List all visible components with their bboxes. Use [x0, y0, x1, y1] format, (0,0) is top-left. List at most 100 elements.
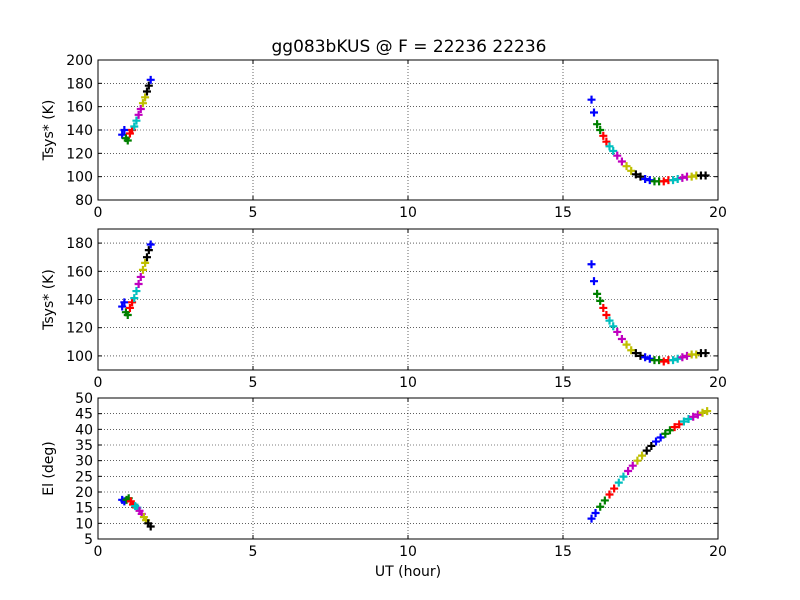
data-point: [642, 446, 651, 455]
data-point: [659, 357, 668, 366]
data-point: [120, 126, 129, 134]
data-point: [134, 279, 143, 288]
data-point: [636, 172, 645, 181]
data-point: [138, 265, 147, 274]
data-point: [605, 142, 614, 151]
x-tick-label: 10: [399, 205, 417, 221]
data-point: [146, 240, 155, 249]
data-point: [675, 420, 684, 429]
data-point: [670, 423, 679, 432]
data-point: [130, 122, 139, 131]
data-point: [120, 298, 129, 307]
y-tick-label: 35: [75, 438, 93, 454]
data-segment-2: [587, 260, 710, 366]
data-point: [622, 340, 631, 349]
data-point: [678, 173, 687, 182]
data-point: [596, 296, 605, 305]
data-point: [687, 172, 696, 181]
data-point: [123, 136, 132, 145]
data-point: [701, 349, 710, 358]
data-point: [669, 356, 678, 365]
data-point: [142, 253, 151, 262]
data-point: [587, 260, 596, 269]
data-point: [128, 298, 137, 307]
x-tick-label: 15: [554, 544, 572, 560]
data-point: [599, 131, 608, 140]
data-point: [655, 356, 664, 365]
data-point: [624, 467, 633, 476]
data-point: [619, 472, 628, 481]
data-point: [132, 116, 141, 125]
data-point: [141, 258, 150, 267]
y-tick-label: 120: [66, 146, 93, 162]
data-point: [622, 162, 631, 171]
data-point: [605, 490, 614, 499]
data-point: [679, 417, 688, 426]
y-tick-label: 180: [66, 236, 93, 252]
y-tick-label: 100: [66, 349, 93, 365]
data-point: [602, 311, 611, 320]
data-point: [590, 108, 598, 117]
data-point: [641, 353, 650, 362]
x-tick-label: 5: [249, 375, 258, 391]
data-point: [599, 303, 608, 312]
data-point: [610, 484, 619, 493]
data-point: [609, 322, 618, 331]
x-tick-label: 0: [94, 375, 103, 391]
y-tick-label: 10: [75, 516, 93, 532]
data-point: [587, 95, 596, 104]
data-point: [138, 99, 147, 108]
panel-2: 0 5 10 15 20 100 120 140 160 180 Tsys* (K): [41, 228, 727, 391]
data-point: [141, 93, 150, 102]
x-tick-label: 5: [249, 544, 258, 560]
y-axis-label: Tsys* (K): [41, 100, 57, 162]
data-point: [596, 126, 605, 134]
data-point: [631, 170, 640, 179]
data-point: [628, 461, 637, 470]
y-tick-label: 25: [75, 469, 93, 485]
data-point: [605, 316, 614, 325]
data-point: [600, 496, 609, 505]
data-point: [614, 478, 623, 487]
data-point: [593, 120, 602, 129]
x-tick-label: 10: [399, 544, 417, 560]
data-segment-1: [118, 240, 155, 320]
data-segment-1: [118, 494, 155, 531]
y-axis-label: Tsys* (K): [41, 269, 57, 331]
data-segment-1: [118, 75, 155, 145]
data-point: [631, 349, 640, 358]
data-point: [142, 87, 151, 96]
x-tick-label: 20: [709, 375, 727, 391]
data-point: [136, 272, 145, 281]
y-tick-label: 20: [75, 485, 93, 501]
data-point: [645, 176, 654, 185]
y-tick-label: 80: [75, 193, 93, 209]
data-point: [590, 277, 598, 286]
data-point: [641, 175, 650, 183]
data-point: [669, 176, 678, 185]
x-tick-label: 0: [94, 544, 103, 560]
data-point: [613, 151, 622, 160]
x-tick-label: 5: [249, 205, 258, 221]
data-point: [627, 346, 636, 355]
y-tick-label: 120: [66, 321, 93, 337]
data-segment-2: [587, 407, 712, 523]
data-point: [647, 441, 656, 450]
y-tick-label: 100: [66, 170, 93, 186]
y-tick-label: 40: [75, 422, 93, 438]
data-point: [693, 410, 702, 419]
x-tick-label: 20: [709, 205, 727, 221]
data-point: [146, 75, 155, 84]
data-point: [701, 171, 710, 180]
panel-1: 0 5 10 15 20 80 100 120 140 160 180 200 Tsys* (K): [41, 53, 727, 221]
data-point: [587, 514, 596, 523]
data-point: [633, 456, 642, 465]
x-tick-label: 10: [399, 375, 417, 391]
y-tick-label: 180: [66, 76, 93, 92]
data-point: [125, 303, 134, 312]
data-point: [684, 414, 693, 423]
